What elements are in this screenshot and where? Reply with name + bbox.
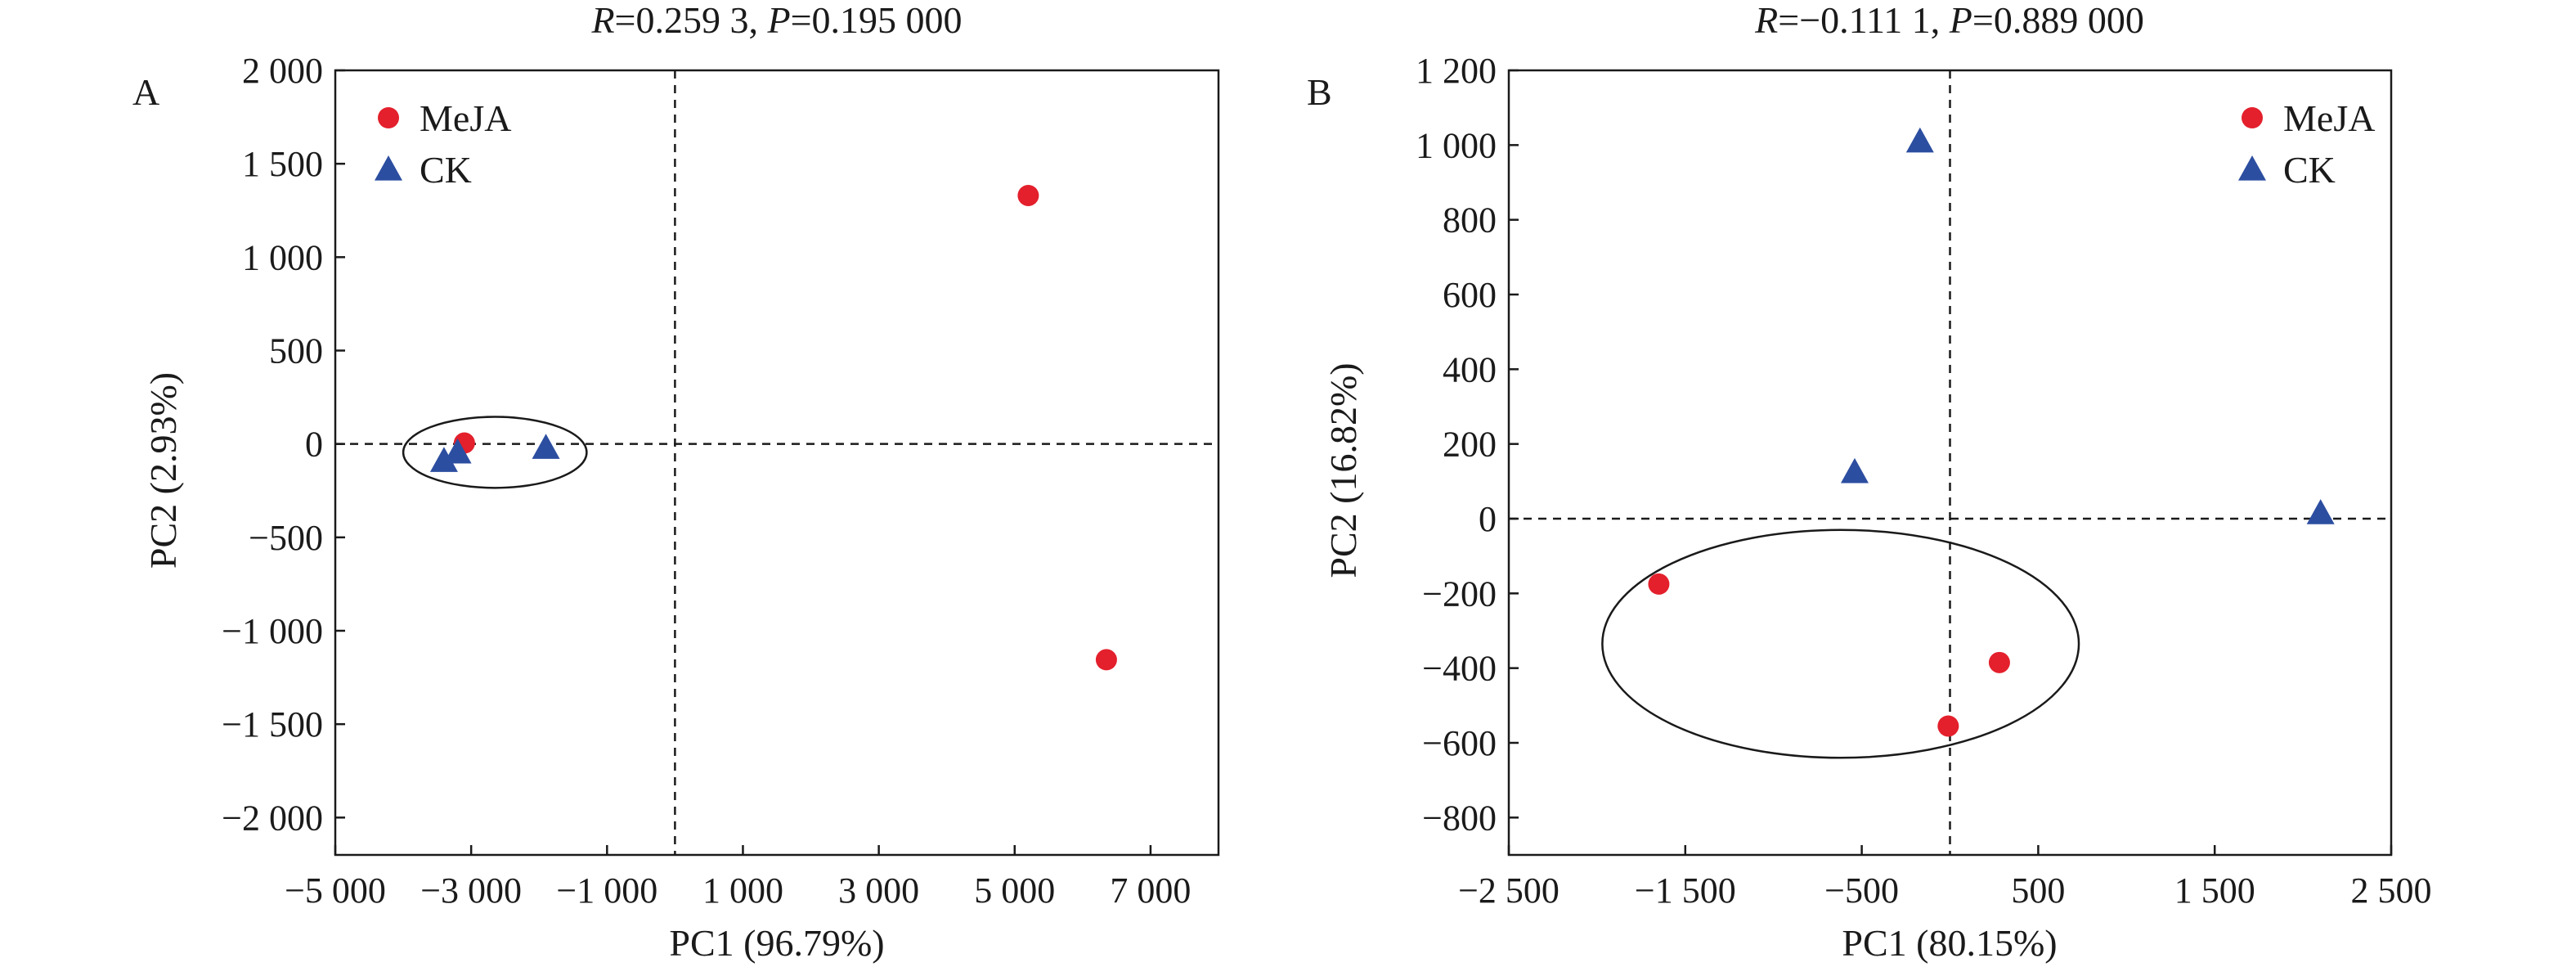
panel-b-ck-point xyxy=(2306,499,2335,524)
panel-b-letter: B xyxy=(1307,71,1332,113)
panel-a-x-tick-label: −5 000 xyxy=(285,870,386,911)
panel-b-ck-point xyxy=(1905,127,1934,153)
panel-a-y-tick-label: 0 xyxy=(305,425,323,465)
panel-a-legend-meja-label: MeJA xyxy=(420,97,511,139)
panel-b-y-tick-label: 1 200 xyxy=(1416,51,1497,91)
panel-a-y-tick-label: 500 xyxy=(269,331,323,371)
panel-a-ck-point xyxy=(429,447,458,472)
panel-b-chart: R=−0.111 1, P=0.889 000 B −2 500 −1 500 −5… xyxy=(1307,0,2432,964)
panel-a-x-tick-label: −1 000 xyxy=(556,870,657,911)
panel-b-x-tick-label: −1 500 xyxy=(1635,870,1736,911)
panel-a-legend-meja-marker xyxy=(378,107,399,128)
panel-b-y-tick-label: 600 xyxy=(1443,275,1497,315)
panel-a-legend-ck-label: CK xyxy=(420,149,472,191)
panel-a-legend-ck-marker xyxy=(375,155,402,181)
panel-b-group-ellipse xyxy=(1601,528,2080,759)
panel-a-meja-point xyxy=(1017,184,1039,206)
panel-a-x-tick-label: 5 000 xyxy=(974,870,1055,911)
panel-b-p-symbol: P xyxy=(1949,0,1972,41)
panel-b-y-axis-label: PC2 (16.82%) xyxy=(1322,362,1364,578)
panel-a-y-tick-label: 2 000 xyxy=(242,51,323,91)
panel-b-ck-point xyxy=(1840,457,1869,484)
panel-b-y-tick-label: 1 000 xyxy=(1416,125,1497,165)
panel-b-legend-meja-label: MeJA xyxy=(2283,97,2375,139)
panel-a-title: R=0.259 3, P=0.195 000 xyxy=(590,0,962,41)
panel-b-meja-point xyxy=(1648,573,1670,595)
panel-a-letter: A xyxy=(132,71,159,113)
panel-a-y-axis-label: PC2 (2.93%) xyxy=(142,372,184,569)
panel-b-x-axis-label: PC1 (80.15%) xyxy=(1842,922,2057,964)
panel-a-p-symbol: P xyxy=(767,0,791,41)
panel-b-y-tick-label: 200 xyxy=(1443,425,1497,465)
panel-a-meja-point xyxy=(1095,649,1117,671)
panel-a-plot-frame xyxy=(334,69,1220,857)
panel-a-x-axis-label: PC1 (96.79%) xyxy=(669,922,884,964)
panel-b-legend-ck-label: CK xyxy=(2283,149,2336,191)
panel-b-x-tick-label: −2 500 xyxy=(1458,870,1560,911)
panel-a-ck-point xyxy=(443,438,472,464)
panel-b-x-tick-label: 1 500 xyxy=(2174,870,2255,911)
panel-b-y-tick-label: −200 xyxy=(1422,573,1497,614)
panel-a-r-value: =0.259 3, xyxy=(615,0,768,41)
panel-a-y-tick-label: −500 xyxy=(249,518,323,558)
panel-b-y-tick-label: −800 xyxy=(1422,798,1497,838)
panel-b-legend-ck-marker xyxy=(2238,155,2266,181)
panel-a-p-value: =0.195 000 xyxy=(791,0,963,41)
panel-a-x-tick-label: 3 000 xyxy=(838,870,919,911)
panel-a-y-tick-label: −1 000 xyxy=(222,611,323,651)
panel-a-ck-point xyxy=(532,434,560,459)
panel-b-x-tick-label: 500 xyxy=(2011,870,2065,911)
panel-a-x-tick-label: 1 000 xyxy=(702,870,783,911)
panel-b-x-tick-label: 2 500 xyxy=(2351,870,2432,911)
panel-b-y-tick-label: 800 xyxy=(1443,200,1497,241)
panel-b-meja-point xyxy=(1988,651,2010,673)
panel-b-y-tick-label: 400 xyxy=(1443,349,1497,389)
panel-a-x-tick-label: 7 000 xyxy=(1110,870,1191,911)
panel-b-meja-point xyxy=(1937,715,1959,737)
panel-b-p-value: =0.889 000 xyxy=(1972,0,2144,41)
panel-b-r-symbol: R xyxy=(1754,0,1778,41)
panel-a-y-tick-label: −2 000 xyxy=(222,798,323,838)
panel-a-y-tick-label: −1 500 xyxy=(222,704,323,744)
panel-b-y-tick-label: −600 xyxy=(1422,723,1497,763)
panel-b-x-tick-label: −500 xyxy=(1824,870,1899,911)
panel-a-chart: R=0.259 3, P=0.195 000 A −5 000 −3 000 −1 … xyxy=(132,0,1220,964)
panel-b-legend-meja-marker xyxy=(2242,107,2263,128)
panel-a-r-symbol: R xyxy=(590,0,614,41)
panel-b-y-tick-label: 0 xyxy=(1479,499,1497,539)
panel-a-y-tick-label: 1 000 xyxy=(242,237,323,277)
panel-b-title: R=−0.111 1, P=0.889 000 xyxy=(1754,0,2144,41)
panel-a-y-tick-label: 1 500 xyxy=(242,144,323,184)
panel-a-group-ellipse xyxy=(402,416,588,489)
panel-a-x-tick-label: −3 000 xyxy=(420,870,522,911)
panel-b-r-value: =−0.111 1, xyxy=(1778,0,1949,41)
panel-b-y-tick-label: −400 xyxy=(1422,649,1497,689)
